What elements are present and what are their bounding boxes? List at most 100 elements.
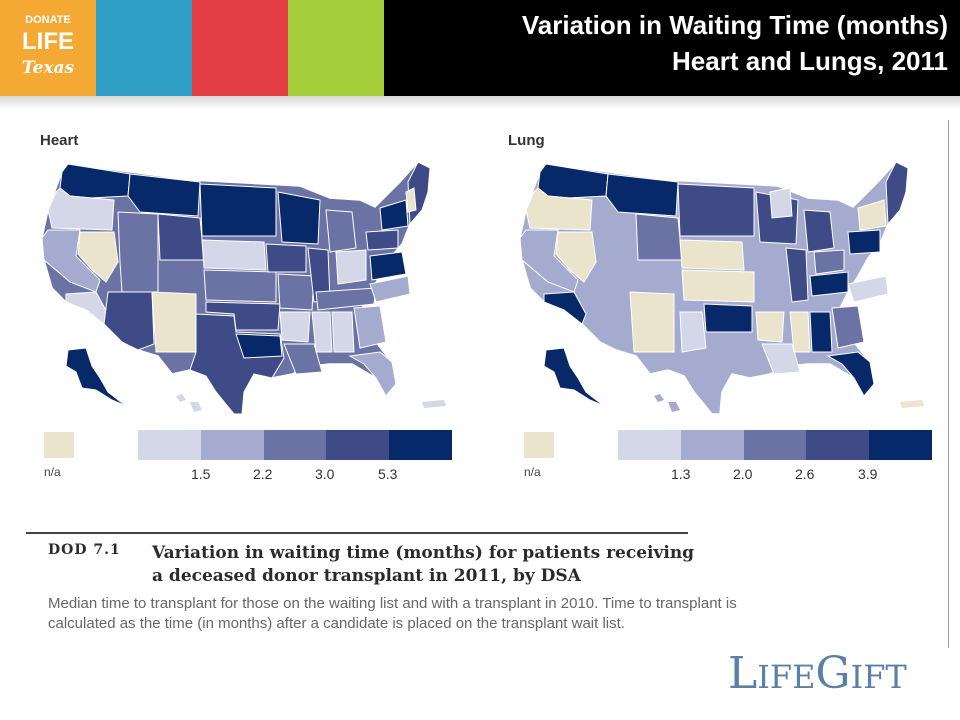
lung-hawaii xyxy=(654,394,680,412)
lung-region-pa xyxy=(847,229,881,255)
lifegift-logo: LIFEGIFT xyxy=(728,648,907,699)
heart-hawaii xyxy=(176,394,202,412)
heart-region-nc xyxy=(369,275,411,303)
heart-legend-tick-2: 2.2 xyxy=(253,466,273,482)
heart-legend-na-label: n/a xyxy=(44,465,61,479)
slide-title-line2: Heart and Lungs, 2011 xyxy=(672,46,948,76)
heart-region-oh xyxy=(335,249,367,285)
teal-block xyxy=(96,0,192,96)
slide-title-line1: Variation in Waiting Time (months) xyxy=(521,10,948,40)
heart-region-ar xyxy=(279,311,311,343)
lung-legend-tick-3: 2.6 xyxy=(795,466,815,482)
caption-body-line1: Median time to transplant for those on t… xyxy=(48,595,737,612)
panel-right-border xyxy=(948,120,949,648)
lung-region-il xyxy=(785,247,809,303)
lung-legend-tick-2: 2.0 xyxy=(733,466,753,482)
heart-legend-bar xyxy=(138,430,452,460)
logo-line-donate: DONATE xyxy=(25,14,71,26)
lung-region-ar xyxy=(755,311,785,343)
heart-region-az xyxy=(103,291,155,351)
lung-legend-bar xyxy=(618,430,932,460)
lung-legend-na-swatch xyxy=(524,432,554,458)
lung-legend-swatch-5 xyxy=(869,430,932,460)
lifegift-g: G xyxy=(815,648,851,699)
lung-region-oh xyxy=(813,249,845,275)
lung-region-nm xyxy=(629,291,675,353)
caption-title-line2: a deceased donor transplant in 2011, by … xyxy=(152,566,581,586)
heart-legend-tick-1: 1.5 xyxy=(191,466,211,482)
orange-block xyxy=(0,0,96,96)
heart-region-nv xyxy=(77,231,119,283)
lung-map-label: Lung xyxy=(508,132,545,149)
heart-region-ny xyxy=(379,199,409,231)
lifegift-l: L xyxy=(728,648,758,699)
lung-puerto-rico xyxy=(900,400,924,408)
heart-region-ia xyxy=(265,243,307,273)
lung-region-mt xyxy=(605,173,679,217)
lung-alaska xyxy=(543,347,605,407)
heart-region-pa xyxy=(365,229,399,251)
heart-legend-tick-3: 3.0 xyxy=(315,466,335,482)
lung-region-ks xyxy=(681,269,755,303)
lung-legend-na-label: n/a xyxy=(524,465,541,479)
heart-region-tn xyxy=(315,287,377,311)
heart-region-ne xyxy=(201,239,267,271)
heart-legend-na-swatch xyxy=(44,432,74,458)
lung-region-wa xyxy=(537,163,609,199)
lung-region-co xyxy=(635,213,683,261)
lifegift-ift: IFT xyxy=(850,658,907,696)
heart-region-wa xyxy=(59,163,131,199)
heart-legend-swatch-5 xyxy=(389,430,452,460)
caption-body-line2: calculated as the time (in months) after… xyxy=(48,615,625,632)
heart-region-or xyxy=(47,187,115,231)
logo-line-life: LIFE xyxy=(22,28,74,55)
lung-map xyxy=(519,161,924,415)
lung-region-ca-s xyxy=(543,291,587,325)
heart-region-nd xyxy=(199,183,277,237)
lung-region-or xyxy=(525,187,593,231)
heart-region-wi xyxy=(277,191,321,245)
lung-legend-swatch-3 xyxy=(744,430,806,460)
heart-region-tx-dallas xyxy=(235,333,283,359)
heart-region-ut xyxy=(117,211,159,293)
caption-code: DOD 7.1 xyxy=(48,542,121,558)
heart-region-al xyxy=(331,311,355,353)
heart-region-ms xyxy=(311,311,333,353)
heart-legend-swatch-4 xyxy=(326,430,389,460)
heart-region-ks xyxy=(203,269,277,303)
black-block xyxy=(384,0,960,96)
heart-map-label: Heart xyxy=(40,132,79,149)
green-block xyxy=(288,0,384,96)
lung-legend-tick-1: 1.3 xyxy=(671,466,691,482)
heart-region-fl xyxy=(348,351,397,397)
heart-alaska xyxy=(65,347,127,407)
lung-region-tx-w xyxy=(679,311,707,353)
heart-region-mt xyxy=(127,173,201,217)
lung-legend-tick-4: 3.9 xyxy=(858,466,878,482)
lung-region-nc xyxy=(847,275,889,303)
heart-region-mo xyxy=(277,273,315,311)
lung-region-ne-states xyxy=(885,161,909,226)
logo-line-texas: Texas xyxy=(21,58,75,78)
heart-legend-swatch-1 xyxy=(138,430,201,460)
lung-region-ky xyxy=(809,271,849,297)
lung-region-fl xyxy=(826,351,875,397)
lung-region-al xyxy=(809,311,833,353)
heart-region-co xyxy=(157,213,205,261)
heart-region-mi xyxy=(325,209,357,253)
lung-region-ms xyxy=(789,311,811,353)
caption-rule xyxy=(26,532,688,534)
heart-region-va xyxy=(369,251,407,281)
heart-map xyxy=(41,161,446,415)
heart-legend-swatch-2 xyxy=(201,430,264,460)
lung-region-nv xyxy=(555,231,597,283)
donate-life-texas-logo: DONATE LIFE Texas xyxy=(12,8,84,88)
red-block xyxy=(192,0,288,96)
heart-region-vt xyxy=(405,187,417,213)
heart-region-la xyxy=(283,343,323,375)
lung-region-ny xyxy=(857,199,887,231)
caption-body: Median time to transplant for those on t… xyxy=(48,594,928,634)
heart-legend-swatch-3 xyxy=(264,430,326,460)
caption-title-line1: Variation in waiting time (months) for p… xyxy=(152,543,695,563)
header-shadow xyxy=(0,96,960,110)
